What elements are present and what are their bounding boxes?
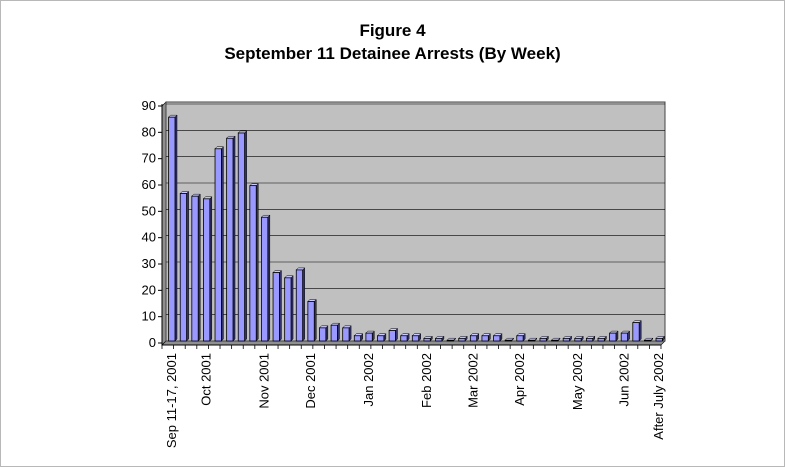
- chart-subtitle: September 11 Detainee Arrests (By Week): [224, 44, 561, 63]
- y-tick-label: 60: [142, 177, 156, 192]
- bar: [539, 335, 549, 342]
- bar: [376, 333, 387, 342]
- plot-floor: [161, 340, 666, 346]
- x-tick-label: Nov 2001: [257, 353, 272, 409]
- bar: [214, 146, 225, 342]
- bar: [481, 333, 491, 342]
- bar: [411, 333, 422, 342]
- chart-title: Figure 4: [359, 21, 426, 40]
- x-axis: Sep 11-17, 2001 Oct 2001 Nov 2001 Dec 2001 J…: [161, 344, 666, 448]
- x-tick-label: Jan 2002: [361, 353, 376, 407]
- bar: [400, 333, 410, 342]
- x-tick-label: Apr 2002: [512, 353, 527, 406]
- bar: [492, 333, 503, 342]
- y-axis: 0 10 20 30 40 50 60 70 80 90: [142, 98, 163, 350]
- bar: [562, 335, 573, 342]
- bar: [504, 337, 515, 342]
- bar: [342, 325, 352, 342]
- x-tick-label: Sep 11-17, 2001: [164, 353, 179, 448]
- y-tick-label: 10: [142, 309, 156, 324]
- y-tick-label: 20: [142, 282, 156, 297]
- y-tick-label: 90: [142, 98, 156, 113]
- bar: [365, 330, 375, 342]
- bar: [620, 330, 631, 342]
- x-tick-label: After July 2002: [651, 353, 666, 440]
- y-tick-label: 40: [142, 230, 156, 245]
- bar: [260, 214, 271, 342]
- bar: [295, 267, 306, 342]
- x-tick-label: Dec 2001: [303, 353, 318, 409]
- y-tick-label: 0: [149, 335, 156, 350]
- bar: [608, 330, 619, 342]
- bar: [632, 319, 642, 342]
- bar: [168, 114, 178, 342]
- bar: [353, 333, 364, 342]
- bar: [655, 335, 665, 342]
- gridlines: [166, 103, 665, 315]
- x-tick-label: Feb 2002: [419, 353, 434, 408]
- bar: [318, 325, 329, 342]
- bar: [191, 193, 201, 342]
- y-tick-label: 30: [142, 256, 156, 271]
- y-tick-label: 80: [142, 124, 156, 139]
- bar: [388, 327, 399, 342]
- bar: [597, 335, 607, 342]
- x-tick-label: Oct 2001: [199, 353, 214, 406]
- bar: [585, 335, 596, 342]
- bar: [527, 337, 538, 342]
- plot-background: [165, 101, 666, 342]
- bar: [469, 333, 480, 342]
- bar: [434, 335, 445, 342]
- y-tick-label: 70: [142, 151, 156, 166]
- bar: [516, 333, 526, 342]
- bar: [179, 190, 190, 342]
- y-tick-label: 50: [142, 203, 156, 218]
- bar: [550, 337, 561, 342]
- bar: [458, 335, 468, 342]
- plot-area: [161, 101, 666, 346]
- bar: [574, 335, 584, 342]
- bar: [423, 335, 433, 342]
- plot-side-wall: [161, 101, 167, 346]
- bar: [249, 183, 259, 342]
- x-tick-label: May 2002: [570, 353, 585, 410]
- bars: [168, 114, 665, 342]
- bar: [202, 196, 213, 342]
- x-tick-label: Jun 2002: [616, 353, 631, 407]
- bar: [330, 322, 341, 342]
- bar: [237, 130, 248, 342]
- bar: [446, 337, 457, 342]
- x-tick-label: Mar 2002: [466, 353, 481, 408]
- bar: [226, 135, 236, 342]
- bar: [272, 269, 283, 342]
- bar: [284, 275, 294, 342]
- bar: [643, 337, 654, 342]
- bar: [307, 298, 317, 342]
